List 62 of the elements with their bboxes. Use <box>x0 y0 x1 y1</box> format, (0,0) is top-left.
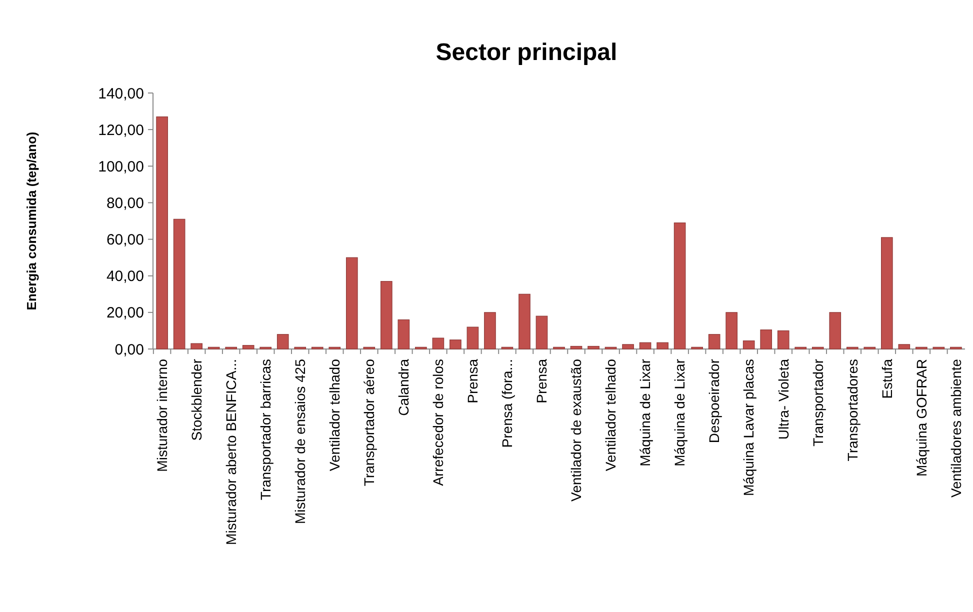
x-tick-label: Ventilador de exaustão <box>568 358 584 502</box>
bar <box>742 340 755 350</box>
x-tick-label: Estufa <box>878 358 895 399</box>
x-tick-label: Arrefecedor de rolos <box>430 359 446 486</box>
bar <box>898 344 910 350</box>
bar <box>466 326 479 350</box>
bar <box>484 312 496 350</box>
x-tick-label: Stockblender <box>188 358 204 441</box>
bar <box>881 237 893 350</box>
chart-title: Sector principal <box>436 39 618 66</box>
x-tick-label: Despoeirador <box>706 358 722 444</box>
x-tick-label: Transportador <box>810 358 826 446</box>
bar <box>570 346 582 350</box>
bar <box>398 319 410 350</box>
bar <box>242 345 254 350</box>
x-tick-label: Ventilador telhado <box>326 358 343 472</box>
y-tick-label: 40,00 <box>106 268 144 286</box>
bar <box>656 342 668 350</box>
x-tick-label: Máquina de Lixar <box>637 358 654 466</box>
x-tick-label: Misturador aberto BENFICA... <box>222 359 239 545</box>
y-tick-label: 60,00 <box>106 232 144 249</box>
y-tick-label: 120,00 <box>98 122 144 139</box>
bar <box>346 257 358 350</box>
bar <box>380 281 392 350</box>
bar <box>588 346 600 350</box>
x-tick-label: Máquina de Lixar <box>672 358 688 466</box>
bar <box>276 334 289 350</box>
y-tick-label: 140,00 <box>98 85 144 102</box>
x-tick-label: Calandra <box>396 358 412 416</box>
bar <box>190 343 202 350</box>
bar <box>450 340 462 350</box>
x-tick-label: Ultra- Violeta <box>775 358 792 440</box>
x-tick-label: Transportador barricas <box>258 359 274 500</box>
bar <box>432 338 444 350</box>
bar <box>829 312 842 350</box>
x-tick-label: Prensa (fora... <box>499 359 516 448</box>
x-tick-label: Misturador de ensaios 425 <box>292 358 308 524</box>
x-tick-label: Transportador aéreo <box>361 358 378 486</box>
bar <box>777 330 790 350</box>
bar <box>639 342 652 350</box>
x-tick-label: Prensa <box>464 358 481 404</box>
bar <box>760 330 772 350</box>
y-axis-title: Energia consumida (tep/ano) <box>24 132 39 310</box>
x-tick-label: Ventiladores ambiente <box>948 358 964 498</box>
bar <box>518 294 530 350</box>
y-tick-label: 100,00 <box>98 158 144 176</box>
x-tick-label: Ventilador telhado <box>602 358 619 472</box>
x-tick-label: Máquina Lavar placas <box>740 359 757 496</box>
y-tick-label: 20,00 <box>106 304 144 322</box>
bar <box>173 218 186 350</box>
bar <box>726 312 738 350</box>
x-tick-label: Misturador interno <box>154 358 170 472</box>
bar <box>708 334 720 350</box>
bar <box>622 344 634 350</box>
bar <box>156 116 168 350</box>
y-tick-label: 80,00 <box>106 194 144 212</box>
x-tick-label: Máquina GOFRAR <box>913 359 930 476</box>
y-tick-label: 0,00 <box>114 341 144 358</box>
bar <box>536 316 548 350</box>
x-tick-label: Prensa <box>534 358 550 404</box>
bar <box>674 222 686 350</box>
x-tick-label: Transportadores <box>844 359 860 462</box>
